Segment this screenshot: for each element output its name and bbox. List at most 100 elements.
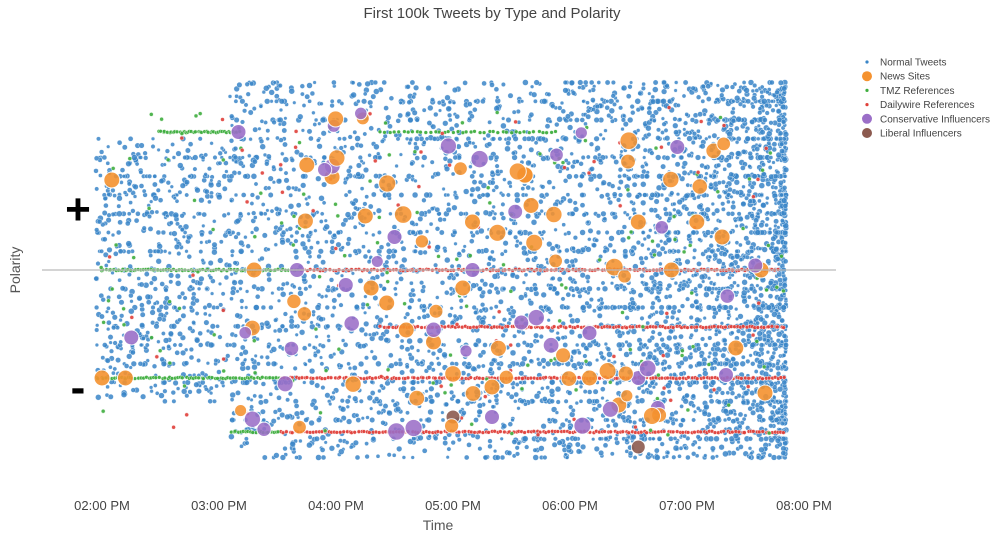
normal-tweet-point (300, 91, 305, 97)
normal-tweet-point (681, 170, 688, 176)
normal-tweet-point (409, 280, 414, 286)
normal-tweet-point (244, 81, 250, 87)
normal-tweet-point (523, 272, 529, 278)
normal-tweet-point (385, 254, 392, 260)
normal-tweet-point (201, 223, 206, 228)
normal-tweet-point (316, 143, 323, 150)
normal-tweet-point (594, 104, 600, 110)
normal-tweet-point (692, 247, 698, 253)
normal-tweet-point (361, 98, 368, 105)
normal-tweet-point (781, 282, 788, 289)
normal-tweet-point (434, 244, 441, 251)
normal-tweet-point (338, 448, 345, 455)
normal-tweet-point (735, 283, 741, 288)
normal-tweet-point (650, 329, 656, 335)
normal-tweet-point (743, 413, 748, 418)
normal-tweet-point (589, 79, 595, 86)
normal-tweet-point (616, 332, 623, 339)
normal-tweet-point (191, 320, 196, 325)
normal-tweet-point (168, 279, 174, 285)
normal-tweet-point (751, 303, 757, 309)
normal-tweet-point (709, 234, 714, 239)
normal-tweet-point (767, 415, 775, 422)
normal-tweet-point (733, 218, 738, 223)
normal-tweet-point (753, 217, 759, 224)
normal-tweet-point (455, 337, 462, 344)
normal-tweet-point (758, 446, 765, 453)
normal-tweet-point (568, 329, 575, 336)
normal-tweet-point (530, 380, 535, 385)
normal-tweet-point (625, 191, 633, 199)
normal-tweet-point (260, 381, 267, 387)
normal-tweet-point (588, 297, 594, 303)
normal-tweet-point (462, 80, 468, 86)
normal-tweet-point (591, 437, 596, 442)
normal-tweet-point (110, 232, 116, 238)
normal-tweet-point (659, 245, 666, 252)
normal-tweet-point (345, 404, 350, 409)
normal-tweet-point (217, 257, 224, 264)
normal-tweet-point (681, 93, 687, 99)
normal-tweet-point (347, 134, 353, 140)
normal-tweet-point (466, 361, 472, 367)
normal-tweet-point (717, 308, 722, 313)
normal-tweet-point (178, 342, 183, 348)
normal-tweet-point (380, 420, 386, 426)
normal-tweet-point (217, 150, 223, 156)
normal-tweet-point (244, 440, 250, 446)
normal-tweet-point (169, 184, 174, 189)
normal-tweet-point (172, 379, 179, 387)
normal-tweet-point (444, 256, 451, 264)
normal-tweet-point (728, 171, 734, 178)
normal-tweet-point (489, 179, 496, 186)
normal-tweet-point (621, 113, 627, 118)
normal-tweet-point (652, 283, 657, 289)
normal-tweet-point (129, 299, 134, 304)
normal-tweet-point (307, 434, 313, 440)
normal-tweet-point (130, 208, 136, 214)
normal-tweet-point (705, 304, 713, 311)
normal-tweet-point (689, 332, 694, 338)
normal-tweet-point (434, 206, 441, 213)
normal-tweet-point (758, 436, 765, 443)
normal-tweet-point (488, 360, 495, 367)
normal-tweet-point (319, 361, 325, 367)
normal-tweet-point (696, 194, 701, 200)
normal-tweet-point (610, 418, 616, 424)
normal-tweet-point (684, 258, 691, 265)
normal-tweet-point (501, 286, 507, 291)
normal-tweet-point (656, 127, 661, 133)
normal-tweet-point (677, 386, 683, 392)
normal-tweet-point (271, 180, 276, 185)
normal-tweet-point (346, 361, 351, 367)
normal-tweet-point (370, 436, 377, 442)
normal-tweet-point (653, 198, 660, 205)
normal-tweet-point (285, 397, 290, 403)
normal-tweet-point (482, 342, 488, 348)
normal-tweet-point (449, 292, 454, 297)
normal-tweet-point (686, 152, 692, 158)
normal-tweet-point (377, 388, 382, 394)
normal-tweet-point (667, 98, 673, 104)
normal-tweet-point (533, 98, 538, 104)
normal-tweet-point (154, 209, 160, 215)
normal-tweet-point (573, 173, 579, 179)
normal-tweet-point (137, 361, 144, 367)
normal-tweet-point (635, 240, 641, 246)
normal-tweet-point (775, 371, 782, 377)
normal-tweet-point (690, 85, 696, 91)
normal-tweet-point (722, 167, 727, 172)
normal-tweet-point (585, 279, 590, 284)
normal-tweet-point (579, 192, 586, 198)
normal-tweet-point (421, 197, 427, 203)
normal-tweet-point (346, 236, 352, 242)
normal-tweet-point (734, 189, 740, 196)
normal-tweet-point (760, 162, 766, 168)
normal-tweet-point (520, 330, 526, 336)
normal-tweet-point (299, 409, 305, 416)
normal-tweet-point (758, 286, 764, 292)
normal-tweet-point (585, 220, 590, 225)
normal-tweet-point (166, 344, 171, 349)
normal-tweet-point (177, 317, 182, 323)
normal-tweet-point (601, 285, 609, 292)
